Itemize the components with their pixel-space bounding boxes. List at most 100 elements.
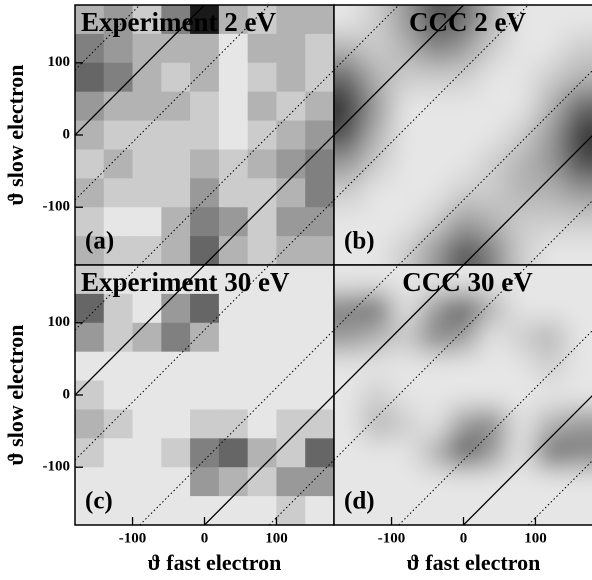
cell (477, 178, 508, 208)
dotted-line (268, 199, 334, 265)
cell (420, 467, 450, 497)
cell (247, 438, 277, 468)
cell (276, 496, 306, 525)
cell (218, 5, 249, 35)
cell (535, 62, 565, 93)
cell (506, 293, 536, 324)
cell (334, 120, 364, 150)
cell (506, 322, 536, 353)
cell (132, 409, 162, 439)
dotted-line (527, 460, 592, 525)
cell (535, 178, 565, 208)
cell (334, 496, 364, 525)
panel (75, 5, 334, 265)
cell (190, 409, 220, 439)
cell (190, 322, 220, 353)
cell (506, 207, 536, 237)
cell (276, 236, 306, 265)
cell (420, 149, 450, 179)
cell (477, 62, 508, 93)
cell (362, 236, 393, 265)
cell (103, 149, 134, 179)
cell (305, 438, 334, 468)
x-axis-label: ϑ fast electron (148, 550, 282, 575)
cell (305, 409, 334, 439)
panel-title: Experiment 2 eV (81, 7, 276, 37)
cell (449, 5, 479, 35)
cell (103, 322, 134, 353)
cell (218, 207, 249, 237)
cell (334, 409, 364, 439)
dotted-line (398, 70, 592, 265)
cell (420, 207, 450, 237)
y-tick-label: 100 (48, 314, 71, 330)
x-tick-label: -100 (378, 530, 406, 546)
cell (535, 496, 565, 525)
cell (218, 120, 249, 150)
cell (132, 91, 162, 122)
solid-line (463, 135, 592, 265)
cell (449, 178, 479, 208)
cell (218, 322, 249, 353)
cell (276, 265, 306, 295)
cell (75, 91, 105, 122)
cell (362, 293, 393, 324)
cell (477, 409, 508, 439)
cell (218, 33, 249, 64)
y-tick-label: -100 (43, 199, 71, 215)
cell (391, 5, 421, 35)
cell (103, 380, 134, 410)
cell (161, 5, 191, 35)
cell (362, 380, 393, 410)
heatmap (334, 5, 592, 265)
cell (391, 62, 421, 93)
cell (132, 62, 162, 93)
panel-title: Experiment 30 eV (81, 267, 290, 297)
cell (103, 33, 134, 64)
cell (506, 91, 536, 122)
cell (161, 293, 191, 324)
cell (190, 351, 220, 382)
cell (477, 496, 508, 525)
cell (477, 467, 508, 497)
cell (247, 178, 277, 208)
cell (103, 293, 134, 324)
cell (132, 236, 162, 265)
cell (564, 265, 592, 295)
cell (535, 5, 565, 35)
cell (276, 438, 306, 468)
cell (218, 380, 249, 410)
dotted-line (75, 5, 141, 71)
cell (420, 120, 450, 150)
cell (161, 265, 191, 295)
cell (535, 207, 565, 237)
cell (535, 438, 565, 468)
cell (161, 207, 191, 237)
cell (535, 293, 565, 324)
cell (334, 33, 364, 64)
solid-line (75, 265, 205, 396)
cell (276, 91, 306, 122)
cell (276, 33, 306, 64)
cell (190, 293, 220, 324)
solid-line (204, 134, 334, 265)
cell (103, 62, 134, 93)
cell (161, 33, 191, 64)
cell (564, 62, 592, 93)
cell (75, 207, 105, 237)
cell (305, 207, 334, 237)
cell (276, 293, 306, 324)
cell (247, 409, 277, 439)
cell (564, 496, 592, 525)
cell (161, 380, 191, 410)
cell (247, 236, 277, 265)
panel (334, 5, 592, 265)
cell (449, 351, 479, 382)
cell (132, 5, 162, 35)
cell (564, 409, 592, 439)
cell (132, 120, 162, 150)
cell (420, 496, 450, 525)
cell (420, 351, 450, 382)
cell (132, 207, 162, 237)
cell (218, 409, 249, 439)
